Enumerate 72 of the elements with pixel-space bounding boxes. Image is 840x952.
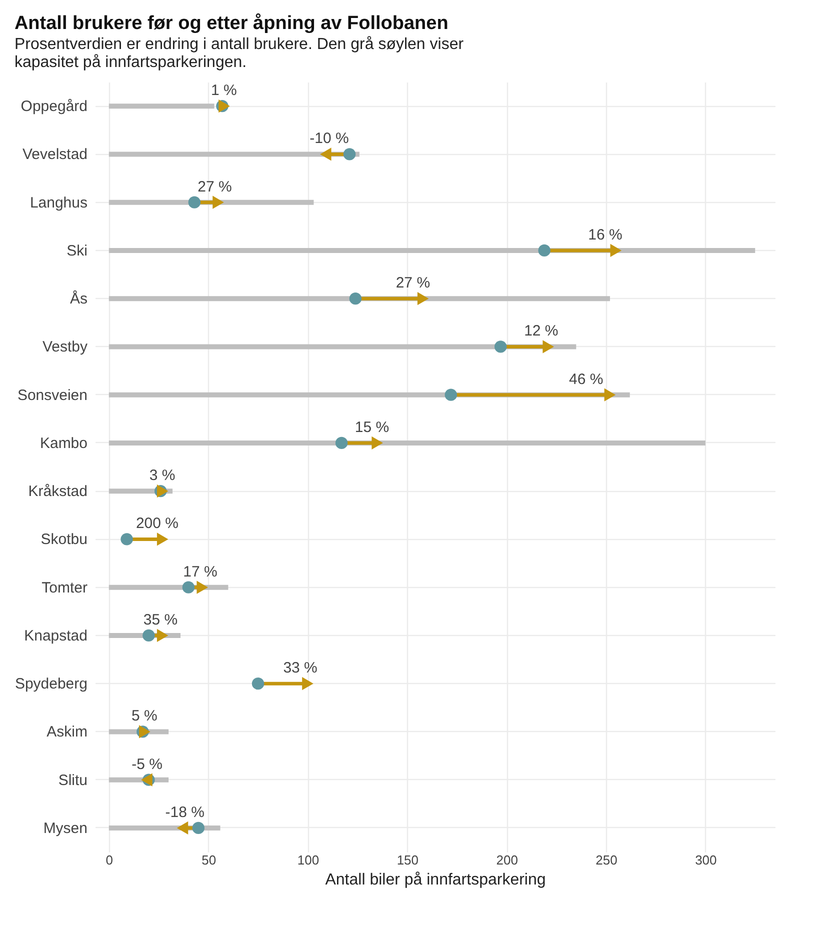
bar — [108, 440, 706, 446]
point — [444, 388, 458, 401]
annotation: -18 % — [165, 804, 204, 821]
point — [335, 436, 348, 450]
annotation: -5 % — [132, 756, 162, 773]
x-tick-label: 50 — [202, 852, 216, 868]
y-tick-label: Askim — [46, 724, 88, 741]
annotation: 16 % — [588, 226, 622, 244]
point — [320, 148, 332, 161]
y-tick-label: Knapstad — [24, 627, 88, 644]
y-tick-label: Kambo — [40, 434, 88, 452]
annotation: 1 % — [211, 82, 237, 100]
x-tick-label: 150 — [396, 852, 419, 868]
annotation: 5 % — [131, 708, 158, 725]
bar — [108, 248, 756, 253]
point — [156, 532, 168, 546]
point — [188, 196, 201, 208]
point — [494, 340, 507, 353]
annotation: 46 % — [569, 370, 604, 388]
point — [176, 821, 188, 834]
point — [196, 580, 208, 594]
x-tick-label: 100 — [297, 852, 320, 868]
annotation: 3 % — [149, 467, 176, 484]
point — [252, 677, 264, 690]
annotation: 15 % — [354, 418, 390, 436]
annotation: 33 % — [283, 660, 318, 677]
y-tick-label: Kråkstad — [28, 483, 88, 500]
point — [192, 822, 205, 834]
y-tick-label: Tomter — [42, 579, 88, 596]
point — [218, 100, 230, 113]
y-tick-label: Langhus — [30, 194, 88, 212]
x-tick-label: 300 — [695, 852, 717, 868]
point — [139, 725, 150, 738]
y-tick-label: Skotbu — [40, 531, 88, 548]
point — [604, 388, 616, 402]
annotation: 27 % — [396, 274, 430, 292]
annotation: -10 % — [310, 130, 349, 148]
y-tick-label: Mysen — [43, 820, 88, 837]
point — [182, 581, 195, 594]
point — [349, 292, 362, 305]
point — [610, 244, 622, 257]
y-tick-label: Spydeberg — [14, 676, 88, 693]
bar — [108, 104, 214, 109]
point — [302, 677, 314, 690]
annotation: 27 % — [198, 178, 232, 196]
point — [120, 533, 133, 546]
point — [538, 244, 550, 257]
annotation: 200 % — [136, 515, 179, 532]
point — [542, 340, 554, 354]
y-tick-label: Vevelstad — [22, 146, 88, 164]
y-tick-label: Sonsveien — [17, 386, 88, 404]
y-tick-label: Ski — [66, 242, 88, 260]
point — [417, 292, 429, 306]
annotation: 17 % — [183, 563, 218, 580]
x-tick-label: 200 — [496, 852, 518, 868]
x-tick-label: 0 — [106, 852, 114, 868]
point — [142, 629, 155, 642]
point — [372, 436, 383, 450]
point — [156, 628, 168, 642]
chart-title: Antall brukere før og etter åpning av Follobanen — [14, 13, 448, 34]
annotation: 35 % — [143, 611, 178, 628]
point — [212, 196, 224, 209]
chart-subtitle: Prosentverdien er endring i antall brukere. Den grå søylen viser kapasitet på innfartsparkeringen. — [14, 36, 464, 71]
y-tick-label: Slitu — [58, 772, 88, 789]
point — [141, 773, 152, 786]
y-tick-label: Ås — [70, 290, 88, 308]
y-tick-label: Vestby — [42, 338, 88, 356]
y-tick-label: Oppegård — [20, 98, 88, 116]
point — [343, 148, 356, 160]
x-axis-title: Antall biler på innfartsparkering — [325, 872, 546, 888]
annotation: 12 % — [524, 322, 558, 340]
x-tick-label: 250 — [596, 852, 618, 868]
